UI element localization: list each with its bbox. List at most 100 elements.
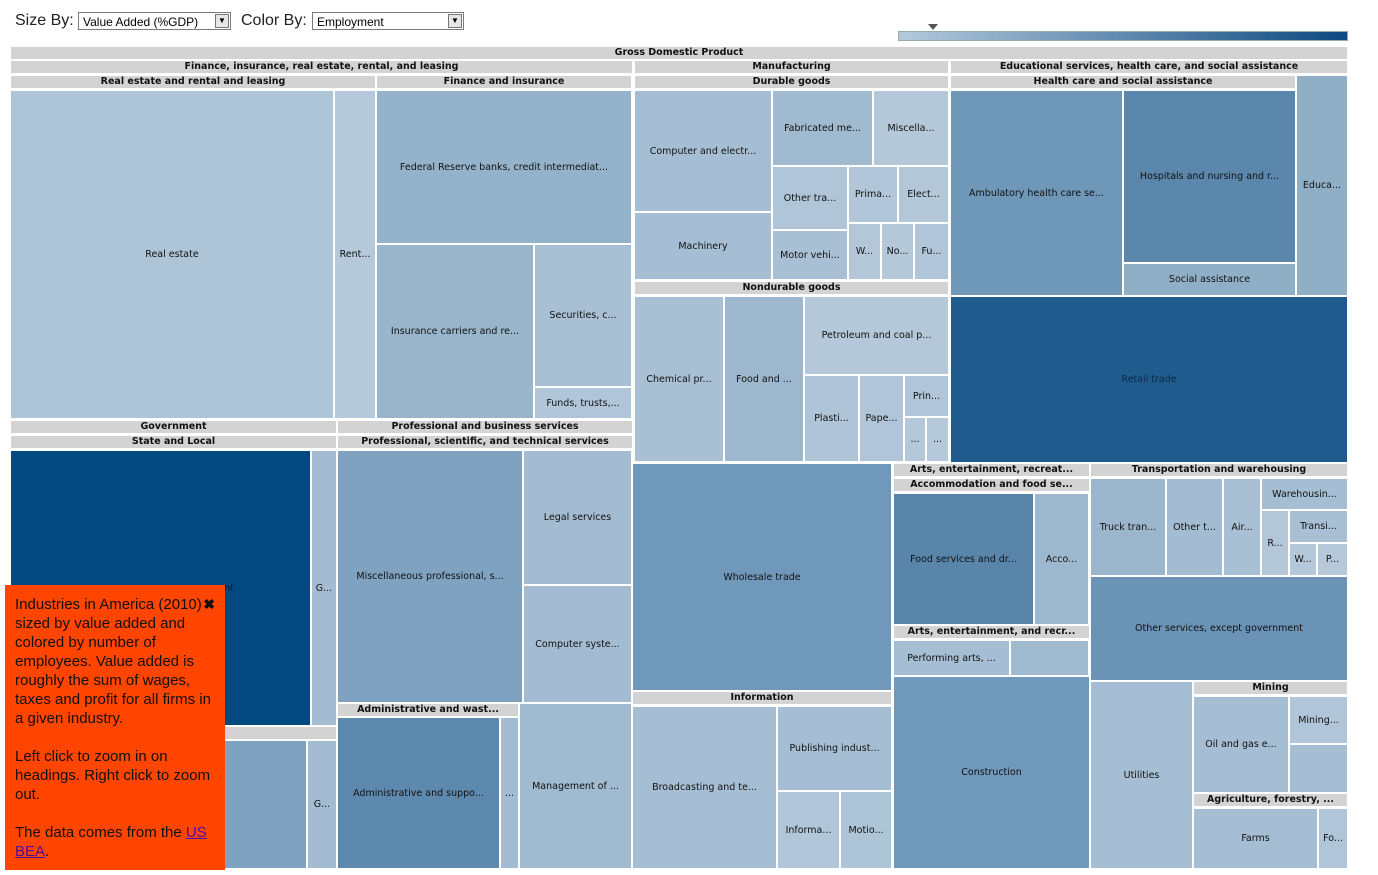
cell-petroleum[interactable]: Petroleum and coal p...: [804, 296, 949, 375]
cell-nondurable-small-1[interactable]: ...: [904, 417, 926, 462]
cell-real-estate[interactable]: Real estate: [10, 90, 334, 419]
info-source-prefix: The data comes from the: [15, 824, 186, 841]
cell-state-local-g[interactable]: G...: [311, 450, 337, 726]
cell-insurance[interactable]: Insurance carriers and re...: [376, 244, 534, 419]
size-by-select[interactable]: Value Added (%GDP) ▼: [78, 12, 231, 30]
cell-mining-support[interactable]: [1289, 744, 1348, 793]
info-instructions: Left click to zoom in on headings. Right…: [15, 748, 211, 803]
cell-broadcasting[interactable]: Broadcasting and te...: [632, 706, 777, 869]
cell-food-bev[interactable]: Food and ...: [724, 296, 804, 462]
cell-securities[interactable]: Securities, c...: [534, 244, 632, 387]
cell-legal[interactable]: Legal services: [523, 450, 632, 585]
cell-food-services[interactable]: Food services and dr...: [893, 493, 1034, 625]
cell-wholesale[interactable]: Wholesale trade: [632, 463, 892, 691]
info-description: Industries in America (2010) sized by va…: [15, 596, 211, 727]
header-finance-group[interactable]: Finance, insurance, real estate, rental,…: [10, 60, 633, 74]
cell-amusements[interactable]: [1010, 640, 1089, 676]
header-gdp[interactable]: Gross Domestic Product: [10, 46, 1348, 60]
header-educ-health[interactable]: Educational services, health care, and s…: [950, 60, 1348, 74]
cell-retail[interactable]: Retail trade: [950, 296, 1348, 463]
cell-fabricated[interactable]: Fabricated me...: [772, 90, 873, 166]
cell-forestry[interactable]: Fo...: [1318, 808, 1348, 869]
cell-plastics[interactable]: Plasti...: [804, 375, 859, 462]
us-bea-link[interactable]: US BEA: [15, 824, 207, 860]
cell-oil-gas[interactable]: Oil and gas e...: [1193, 696, 1289, 793]
cell-info-data[interactable]: Informa...: [777, 791, 840, 869]
cell-ambulatory[interactable]: Ambulatory health care se...: [950, 90, 1123, 296]
cell-motor-vehicles[interactable]: Motor vehi...: [772, 230, 848, 280]
cell-construction[interactable]: Construction: [893, 676, 1090, 869]
cell-truck[interactable]: Truck tran...: [1090, 478, 1166, 576]
cell-paper[interactable]: Pape...: [859, 375, 904, 462]
cell-transit[interactable]: Transi...: [1289, 510, 1348, 543]
cell-computer-electronics[interactable]: Computer and electr...: [634, 90, 772, 212]
color-by-label: Color By:: [241, 12, 307, 29]
cell-accommodation[interactable]: Acco...: [1034, 493, 1089, 625]
header-manufacturing[interactable]: Manufacturing: [634, 60, 949, 74]
cell-furniture[interactable]: Fu...: [914, 223, 949, 280]
cell-hospitals[interactable]: Hospitals and nursing and r...: [1123, 90, 1296, 263]
header-accom-food[interactable]: Accommodation and food se...: [893, 478, 1090, 492]
cell-management[interactable]: Management of ...: [519, 703, 632, 869]
info-source-suffix: .: [45, 843, 50, 860]
cell-nonmetallic[interactable]: No...: [881, 223, 914, 280]
header-real-estate-rental[interactable]: Real estate and rental and leasing: [10, 75, 376, 89]
cell-other-trans[interactable]: Other tra...: [772, 166, 848, 230]
cell-air[interactable]: Air...: [1223, 478, 1261, 576]
color-by-select[interactable]: Employment ▼: [312, 12, 464, 30]
header-prof-business[interactable]: Professional and business services: [337, 420, 633, 434]
cell-fed-reserve[interactable]: Federal Reserve banks, credit intermedia…: [376, 90, 632, 244]
cell-other-transport[interactable]: Other t...: [1166, 478, 1223, 576]
cell-electrical[interactable]: Elect...: [898, 166, 949, 223]
cell-rail[interactable]: R...: [1261, 510, 1289, 576]
cell-federal-g[interactable]: G...: [307, 740, 337, 869]
header-health-social[interactable]: Health care and social assistance: [950, 75, 1296, 89]
header-durable[interactable]: Durable goods: [634, 75, 949, 89]
info-panel: ✖ Industries in America (2010) sized by …: [5, 585, 225, 870]
header-arts-ent[interactable]: Arts, entertainment, and recr...: [893, 625, 1090, 639]
header-admin-waste[interactable]: Administrative and wast...: [337, 703, 519, 717]
color-legend: [898, 31, 1348, 41]
header-transport[interactable]: Transportation and warehousing: [1090, 463, 1348, 477]
cell-admin-support[interactable]: Administrative and suppo...: [337, 717, 500, 869]
info-source: The data comes from the US BEA.: [15, 823, 215, 861]
header-prof-sci-tech[interactable]: Professional, scientific, and technical …: [337, 435, 633, 449]
cell-misc-mfg[interactable]: Miscella...: [873, 90, 949, 166]
header-information[interactable]: Information: [632, 691, 892, 705]
cell-nondurable-small-2[interactable]: ...: [926, 417, 949, 462]
cell-computer-systems[interactable]: Computer syste...: [523, 585, 632, 703]
header-agriculture[interactable]: Agriculture, forestry, ...: [1193, 793, 1348, 807]
header-finance-insurance[interactable]: Finance and insurance: [376, 75, 632, 89]
cell-water[interactable]: W...: [1289, 543, 1317, 576]
cell-performing-arts[interactable]: Performing arts, ...: [893, 640, 1010, 676]
cell-education[interactable]: Educa...: [1296, 75, 1348, 296]
cell-printing[interactable]: Prin...: [904, 375, 949, 417]
cell-warehousing[interactable]: Warehousin...: [1261, 478, 1348, 510]
chevron-down-icon[interactable]: ▼: [215, 14, 229, 28]
header-government[interactable]: Government: [10, 420, 337, 434]
chevron-down-icon[interactable]: ▼: [448, 14, 462, 28]
cell-funds[interactable]: Funds, trusts,...: [534, 387, 632, 419]
header-nondurable[interactable]: Nondurable goods: [634, 281, 949, 295]
cell-utilities[interactable]: Utilities: [1090, 681, 1193, 869]
header-arts-group[interactable]: Arts, entertainment, recreat...: [893, 463, 1090, 477]
cell-farms[interactable]: Farms: [1193, 808, 1318, 869]
cell-primary-metals[interactable]: Prima...: [848, 166, 898, 223]
cell-wood[interactable]: W...: [848, 223, 881, 280]
header-mining[interactable]: Mining: [1193, 681, 1348, 695]
triangle-down-icon: [928, 24, 938, 30]
cell-rental[interactable]: Rent...: [334, 90, 376, 419]
cell-other-services[interactable]: Other services, except government: [1090, 576, 1348, 681]
cell-publishing[interactable]: Publishing indust...: [777, 706, 892, 791]
size-by-label: Size By:: [15, 12, 74, 29]
cell-motion[interactable]: Motio...: [840, 791, 892, 869]
cell-pipeline[interactable]: P...: [1317, 543, 1348, 576]
cell-mining-except[interactable]: Mining...: [1289, 696, 1348, 744]
header-state-local[interactable]: State and Local: [10, 435, 337, 449]
cell-machinery[interactable]: Machinery: [634, 212, 772, 280]
cell-waste[interactable]: ...: [500, 717, 519, 869]
cell-chemical[interactable]: Chemical pr...: [634, 296, 724, 462]
cell-social[interactable]: Social assistance: [1123, 263, 1296, 296]
cell-misc-prof[interactable]: Miscellaneous professional, s...: [337, 450, 523, 703]
close-icon[interactable]: ✖: [203, 596, 215, 612]
